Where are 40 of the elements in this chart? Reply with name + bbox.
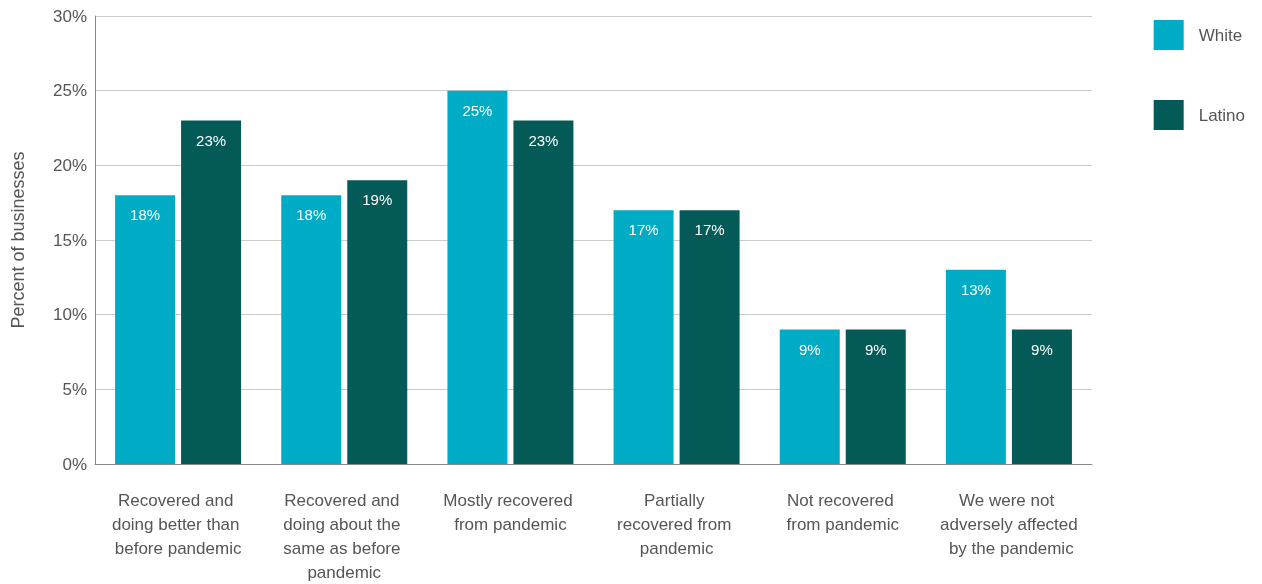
- x-tick-label: Recovered and doing about the same as before pandemic: [283, 490, 406, 582]
- data-label: 25%: [462, 101, 493, 119]
- data-label: 9%: [864, 340, 887, 358]
- y-tick-label: 0%: [62, 454, 87, 474]
- bar: [447, 90, 508, 464]
- bar: [181, 120, 242, 464]
- bar: [945, 269, 1006, 464]
- data-label: 18%: [130, 206, 161, 224]
- bar: [845, 329, 906, 464]
- bar: [115, 195, 176, 464]
- bar: [513, 120, 574, 464]
- bar: [779, 329, 840, 464]
- bar: [1011, 329, 1072, 464]
- data-label: 18%: [296, 206, 327, 224]
- data-label: 19%: [362, 191, 393, 209]
- data-label: 17%: [628, 221, 659, 239]
- bar: [281, 195, 342, 464]
- y-tick-label: 5%: [62, 379, 87, 399]
- x-tick-label: Partially recovered from pandemic: [617, 490, 737, 558]
- y-tick-label: 30%: [52, 6, 87, 26]
- data-label: 17%: [694, 221, 725, 239]
- legend-label: White: [1198, 25, 1243, 45]
- y-axis-title: Percent of businesses: [8, 151, 28, 329]
- y-tick-label: 15%: [52, 230, 87, 250]
- x-tick-label: We were not adversely affected by the pandemic: [940, 490, 1078, 558]
- y-tick-label: 10%: [52, 305, 87, 325]
- data-label: 23%: [196, 131, 227, 149]
- bar: [613, 210, 674, 464]
- x-tick-label: Mostly recovered from pandemic: [443, 490, 578, 534]
- x-tick-label: Recovered and doing better than before pandemic: [111, 490, 245, 558]
- data-label: 13%: [960, 280, 991, 298]
- data-label: 9%: [798, 340, 821, 358]
- x-tick-label: Not recovered from pandemic: [786, 490, 900, 534]
- data-label: 23%: [528, 131, 559, 149]
- y-tick-label: 25%: [52, 81, 87, 101]
- legend-label: Latino: [1198, 105, 1246, 125]
- bar: [679, 210, 740, 464]
- data-label: 9%: [1031, 340, 1053, 358]
- bar: [347, 180, 408, 464]
- y-tick-label: 20%: [52, 155, 87, 175]
